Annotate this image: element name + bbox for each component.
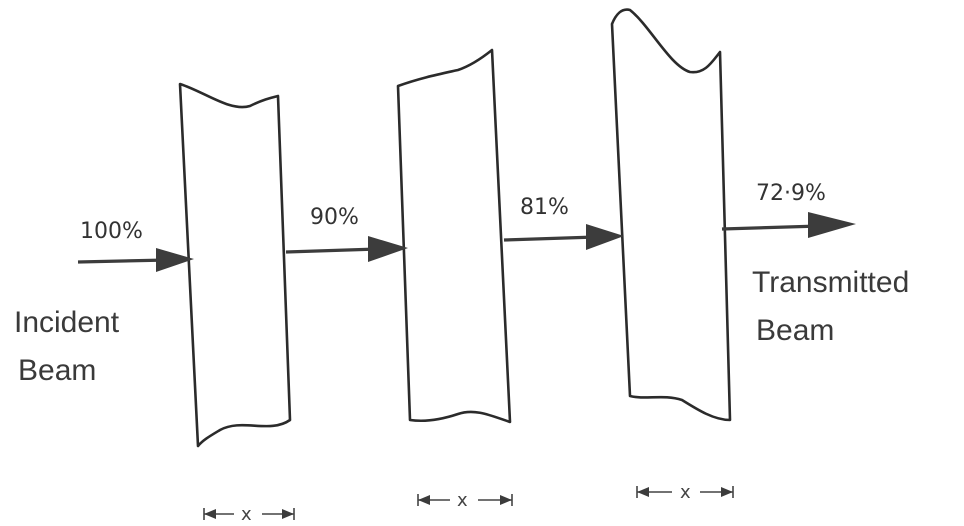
arrowhead-1-2 bbox=[368, 236, 408, 262]
transmitted-label-line1: Transmitted bbox=[752, 266, 909, 299]
thickness-marker-2: x bbox=[417, 490, 513, 511]
thickness-label-1: x bbox=[241, 504, 252, 525]
incident-ray bbox=[77, 258, 169, 264]
intensity-81: 81% bbox=[520, 195, 569, 220]
transmitted-ray bbox=[721, 224, 821, 231]
thickness-marker-3: x bbox=[636, 482, 734, 503]
slab-1 bbox=[178, 82, 292, 448]
slab-2 bbox=[396, 48, 512, 424]
transmitted-label-line2: Beam bbox=[756, 314, 834, 347]
transmitted-arrowhead bbox=[808, 212, 856, 238]
incident-label-line1: Incident bbox=[14, 306, 120, 339]
slab-3 bbox=[610, 8, 732, 422]
thickness-label-2: x bbox=[457, 490, 468, 511]
intensity-72-9: 72·9% bbox=[756, 181, 826, 206]
thickness-marker-1: x bbox=[203, 504, 295, 525]
intensity-90: 90% bbox=[310, 205, 359, 230]
thickness-label-3: x bbox=[680, 482, 691, 503]
arrowhead-2-3 bbox=[586, 224, 624, 250]
incident-label-line2: Beam bbox=[18, 354, 96, 387]
ray-2-3 bbox=[503, 235, 597, 242]
incident-arrowhead bbox=[156, 248, 194, 272]
intensity-100: 100% bbox=[80, 219, 143, 244]
ray-1-2 bbox=[285, 247, 379, 254]
